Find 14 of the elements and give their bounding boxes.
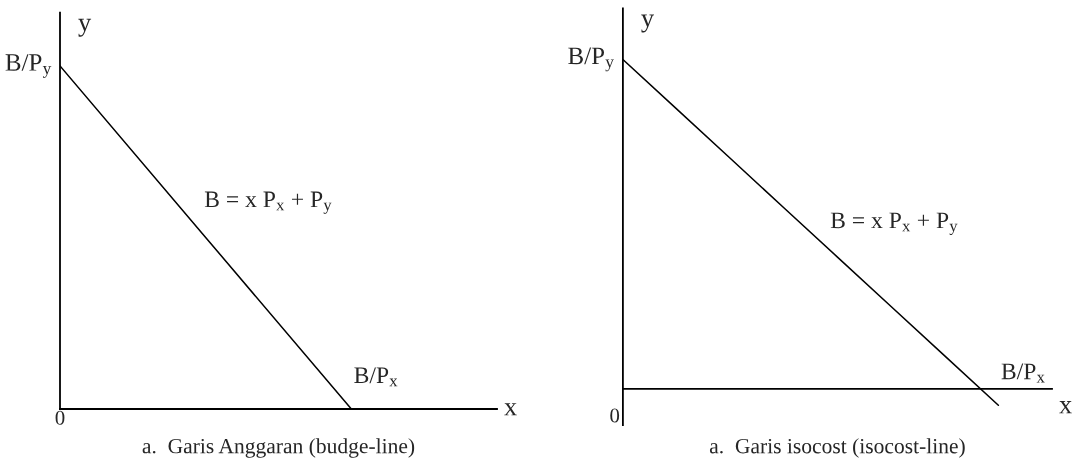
y-axis-title: y: [78, 18, 92, 37]
annotation: B = x P$_{x}$ + P$_{y}$: [204, 191, 332, 214]
text: 0: [55, 410, 65, 425]
text: B/P$_{y}$: [568, 47, 614, 72]
text: a. Garis Anggaran (budge-line): [142, 438, 415, 458]
text: B/P$_{y}$: [5, 54, 52, 78]
text: 0: [610, 408, 620, 423]
text: a. Garis isocost (isocost-line): [709, 438, 965, 458]
annotation: B/P$_{x}$: [354, 367, 398, 387]
x-axis-title: x: [1059, 401, 1072, 414]
y-axis-title: y: [641, 14, 654, 33]
annotation: B/P$_{x}$: [1001, 363, 1045, 383]
x-axis-title: x: [504, 403, 517, 416]
annotation: B = x P$_{x}$ + P$_{y}$: [830, 212, 958, 235]
